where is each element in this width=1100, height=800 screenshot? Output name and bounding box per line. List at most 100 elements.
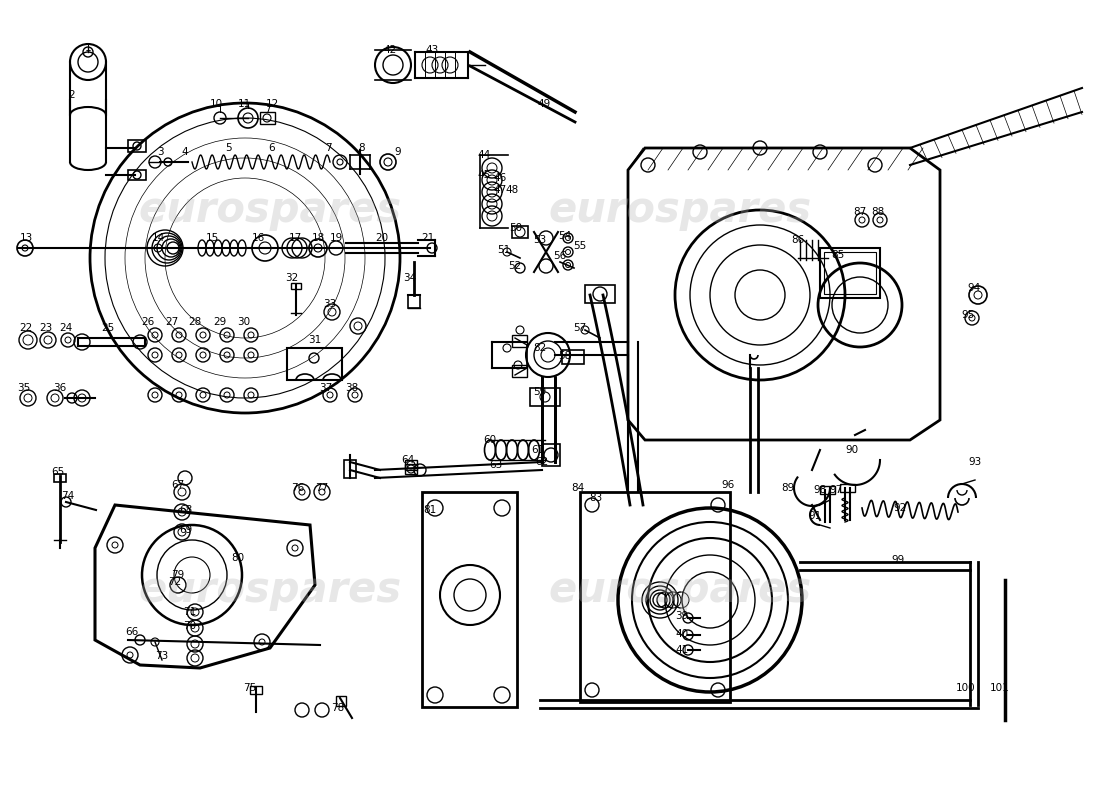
Text: eurospares: eurospares [549,569,812,611]
Bar [562,350,584,364]
Text: 46: 46 [494,173,507,183]
Text: 99: 99 [891,555,904,565]
Text: 71: 71 [184,607,197,617]
Text: 42: 42 [384,45,397,55]
Text: eurospares: eurospares [139,569,402,611]
Text: 19: 19 [329,233,342,243]
Text: 24: 24 [59,323,73,333]
Text: eurospares: eurospares [549,189,812,231]
Bar [54,474,66,482]
Text: 89: 89 [781,483,794,493]
Bar [344,460,356,478]
Text: 58: 58 [559,351,572,361]
Bar [408,295,420,308]
Text: 50: 50 [509,223,522,233]
Text: 47: 47 [494,185,507,195]
Text: 37: 37 [319,383,332,393]
Text: 100: 100 [956,683,976,693]
Text: 2: 2 [68,90,75,100]
Text: 78: 78 [331,703,344,713]
Text: 62: 62 [536,457,549,467]
Text: 14: 14 [152,233,165,243]
Text: 1: 1 [85,43,91,53]
Text: 3: 3 [156,147,163,157]
Text: 91: 91 [808,511,822,521]
Text: 21: 21 [421,233,434,243]
Text: 27: 27 [165,317,178,327]
Text: 43: 43 [426,45,439,55]
Bar [840,484,855,492]
Bar [824,252,876,294]
Bar [287,348,342,380]
Text: 93: 93 [968,457,981,467]
Text: 61: 61 [531,445,544,455]
Text: 76: 76 [292,483,305,493]
Text: 45: 45 [477,170,491,180]
Text: 22: 22 [20,323,33,333]
Text: 67: 67 [172,480,185,490]
Text: 59: 59 [534,387,547,397]
Text: 48: 48 [505,185,518,195]
Bar [530,388,560,406]
Text: 10: 10 [209,99,222,109]
Text: 87: 87 [854,207,867,217]
Text: 82: 82 [534,343,547,353]
Bar [512,335,527,347]
Text: 11: 11 [238,99,251,109]
Text: 18: 18 [311,233,324,243]
Text: 44: 44 [477,150,491,160]
Text: 80: 80 [231,553,244,563]
Bar [292,283,301,289]
Text: 81: 81 [424,505,437,515]
Text: 39: 39 [675,611,689,621]
Text: 30: 30 [238,317,251,327]
Text: 74: 74 [62,491,75,501]
Text: 79: 79 [172,570,185,580]
Text: 63: 63 [490,460,503,470]
Text: 31: 31 [308,335,321,345]
Text: 98: 98 [813,485,826,495]
Text: 96: 96 [722,480,735,490]
Bar [405,464,417,474]
Text: 40: 40 [675,629,689,639]
Bar [580,492,730,702]
Text: 38: 38 [345,383,359,393]
Text: 66: 66 [125,627,139,637]
Text: 16: 16 [252,233,265,243]
Text: 69: 69 [179,525,192,535]
Text: 97: 97 [829,485,843,495]
Text: 54: 54 [559,231,572,241]
Text: 6: 6 [268,143,275,153]
Text: 84: 84 [571,483,584,493]
Text: 86: 86 [791,235,804,245]
Text: 65: 65 [52,467,65,477]
Text: 52: 52 [508,261,521,271]
Text: 15: 15 [206,233,219,243]
Bar [820,486,835,494]
Text: 29: 29 [213,317,227,327]
Text: 90: 90 [846,445,859,455]
Text: 25: 25 [101,323,114,333]
Bar [405,460,417,470]
Text: 77: 77 [316,483,329,493]
Bar [260,112,275,124]
Text: eurospares: eurospares [139,189,402,231]
Text: 7: 7 [324,143,331,153]
Text: 17: 17 [288,233,301,243]
Text: 33: 33 [323,299,337,309]
Text: 60: 60 [483,435,496,445]
Text: 32: 32 [285,273,298,283]
Text: 41: 41 [675,645,689,655]
Text: 101: 101 [990,683,1010,693]
Text: 9: 9 [395,147,402,157]
Bar [422,492,517,707]
Text: 73: 73 [155,651,168,661]
Text: 4: 4 [182,147,188,157]
Text: 70: 70 [184,621,197,631]
Text: 34: 34 [404,273,417,283]
Bar [512,226,528,238]
Bar [128,140,146,152]
Bar [336,696,346,706]
Text: 12: 12 [265,99,278,109]
Bar [250,686,262,694]
